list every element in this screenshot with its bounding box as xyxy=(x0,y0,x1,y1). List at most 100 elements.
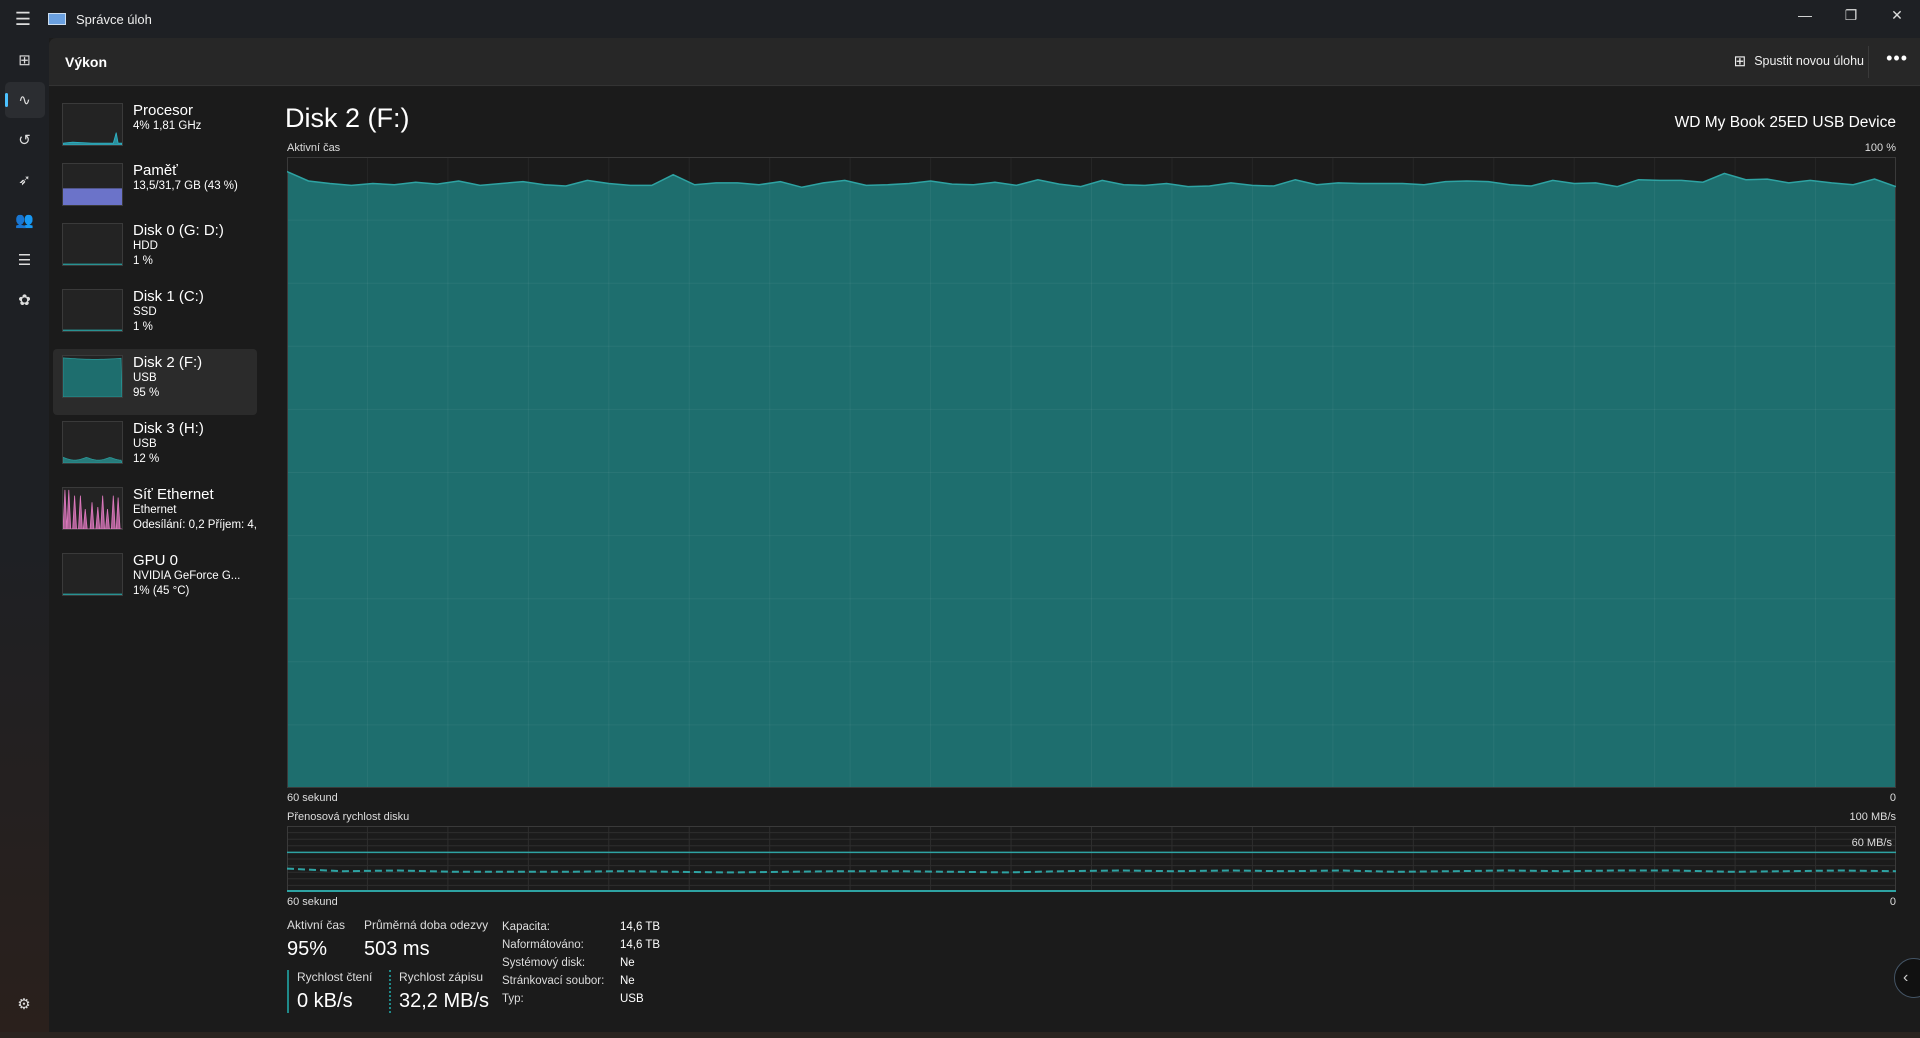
read-speed-value: 0 kB/s xyxy=(297,990,353,1012)
write-speed-line xyxy=(287,867,1896,874)
restore-button[interactable]: ❐ xyxy=(1844,6,1858,23)
transfer-rate-scale-label: 60 MB/s xyxy=(1851,837,1892,849)
services-icon: ✿ xyxy=(18,292,31,309)
window-title: Správce úloh xyxy=(76,11,152,27)
disk-properties: Kapacita: 14,6 TB Naformátováno: 14,6 TB Sys… xyxy=(502,918,660,1008)
active-time-max: 100 % xyxy=(1864,142,1896,154)
sidebar-item-sub1: SSD xyxy=(133,306,157,318)
property-value: 14,6 TB xyxy=(620,921,661,933)
transfer-rate-chart xyxy=(287,826,1896,892)
sidebar-item-name: Disk 3 (H:) xyxy=(133,420,204,437)
sidebar-item-sub1: HDD xyxy=(133,240,158,252)
page-header: Výkon ⊞ Spustit novou úlohu ••• xyxy=(49,38,1920,86)
close-button[interactable]: ✕ xyxy=(1891,6,1903,23)
transfer-rate-label: Přenosová rychlost disku xyxy=(287,811,410,823)
sidebar-item-gpu-0[interactable]: GPU 0 NVIDIA GeForce G... 1% (45 °C) xyxy=(53,547,257,613)
disk-model: WD My Book 25ED USB Device xyxy=(1674,114,1896,131)
chevron-left-icon: ‹ xyxy=(1903,969,1909,986)
thumbnail-graph xyxy=(63,489,122,529)
property-value: 14,6 TB xyxy=(620,939,661,951)
nav-details[interactable]: ☰ xyxy=(5,242,45,278)
active-time-x-min: 0 xyxy=(1889,792,1896,804)
run-new-task-label: Spustit novou úlohu xyxy=(1754,54,1864,68)
sidebar-item-procesor[interactable]: Procesor 4% 1,81 GHz xyxy=(53,97,257,157)
nav-performance[interactable]: ∿ xyxy=(4,82,45,118)
sidebar-item-sub1: USB xyxy=(133,372,157,384)
sidebar-item-disk-1-c-[interactable]: Disk 1 (C:) SSD 1 % xyxy=(53,283,257,349)
property-value: USB xyxy=(620,993,644,1005)
sidebar-thumbnail xyxy=(62,487,123,530)
sidebar-item-sub1: USB xyxy=(133,438,157,450)
startup-apps-icon: ➶ xyxy=(18,172,31,189)
sidebar-item-sub2: 1 % xyxy=(133,255,153,267)
disk-title: Disk 2 (F:) xyxy=(285,103,410,133)
nav-rail: ⊞ ∿ ↺ ➶ 👥 ☰ ✿ ⚙ xyxy=(0,38,49,1038)
sidebar-item-sub1: Ethernet xyxy=(133,504,177,516)
nav-startup-apps[interactable]: ➶ xyxy=(5,162,45,198)
collapse-panel-button[interactable]: ‹ xyxy=(1894,958,1920,998)
performance-icon: ∿ xyxy=(18,92,31,109)
read-speed-stat: Rychlost čtení 0 kB/s xyxy=(287,970,372,1013)
property-value: Ne xyxy=(620,957,635,969)
sidebar-item-sub2: 1 % xyxy=(133,321,153,333)
thumbnail-graph xyxy=(63,329,122,331)
property-row: Typ: USB xyxy=(502,990,660,1008)
property-row: Naformátováno: 14,6 TB xyxy=(502,936,660,954)
settings-icon[interactable]: ⚙ xyxy=(17,996,31,1013)
sidebar-item-name: Paměť xyxy=(133,162,178,179)
sidebar-item-sub2: 12 % xyxy=(133,453,160,465)
chart-border xyxy=(287,157,1896,788)
app-history-icon: ↺ xyxy=(18,132,31,149)
users-icon: 👥 xyxy=(15,212,34,229)
sidebar-item-disk-2-f-[interactable]: Disk 2 (F:) USB 95 % xyxy=(53,349,257,415)
sidebar-thumbnail xyxy=(62,553,123,596)
thumbnail-graph xyxy=(63,357,122,397)
new-task-icon: ⊞ xyxy=(1733,53,1747,70)
read-speed-label: Rychlost čtení xyxy=(297,970,373,984)
sidebar-item-sub1: 4% 1,81 GHz xyxy=(133,120,202,132)
active-time-line xyxy=(287,170,1896,189)
transfer-rate-max: 100 MB/s xyxy=(1849,811,1896,823)
property-label: Typ: xyxy=(502,993,524,1005)
sidebar-item-sub2: 95 % xyxy=(133,387,160,399)
transfer-rate-x-label: 60 sekund xyxy=(287,896,338,908)
write-speed-stat: Rychlost zápisu 32,2 MB/s xyxy=(389,970,489,1013)
hamburger-menu-icon[interactable]: ☰ xyxy=(14,8,32,29)
sidebar-item-sub2: Odesílání: 0,2 Příjem: 4, xyxy=(133,519,258,531)
property-label: Systémový disk: xyxy=(502,957,586,969)
sidebar-item-sub1: 13,5/31,7 GB (43 %) xyxy=(133,180,238,192)
sidebar-item-disk-3-h-[interactable]: Disk 3 (H:) USB 12 % xyxy=(53,415,257,481)
property-label: Naformátováno: xyxy=(502,939,584,951)
sidebar-item-name: Disk 0 (G: D:) xyxy=(133,222,224,239)
more-options-button[interactable]: ••• xyxy=(1886,48,1908,68)
processes-icon: ⊞ xyxy=(18,52,31,69)
active-time-stat: Aktivní čas 95% xyxy=(287,918,345,961)
property-row: Kapacita: 14,6 TB xyxy=(502,918,660,936)
response-time-stat: Průměrná doba odezvy 503 ms xyxy=(364,918,488,961)
sidebar-item-pam-[interactable]: Paměť 13,5/31,7 GB (43 %) xyxy=(53,157,257,217)
property-row: Systémový disk: Ne xyxy=(502,954,660,972)
thumbnail-graph xyxy=(63,132,122,145)
details-icon: ☰ xyxy=(17,252,32,269)
active-time-stat-value: 95% xyxy=(287,938,328,960)
nav-users[interactable]: 👥 xyxy=(5,202,45,238)
nav-processes[interactable]: ⊞ xyxy=(5,42,45,78)
active-time-area xyxy=(287,171,1896,788)
active-time-label: Aktivní čas xyxy=(287,142,341,154)
run-new-task-button[interactable]: ⊞ Spustit novou úlohu xyxy=(1734,52,1864,70)
transfer-rate-x-min: 0 xyxy=(1889,896,1896,908)
resource-list: Procesor 4% 1,81 GHz Paměť 13,5/31,7 GB (43… xyxy=(53,97,257,613)
write-speed-value: 32,2 MB/s xyxy=(399,990,490,1012)
task-manager-app-icon xyxy=(48,13,66,25)
sidebar-item-s-ethernet[interactable]: Síť Ethernet Ethernet Odesílání: 0,2 Příje… xyxy=(53,481,257,547)
thumbnail-graph xyxy=(63,263,122,265)
property-row: Stránkovací soubor: Ne xyxy=(502,972,660,990)
minimize-button[interactable]: — xyxy=(1798,7,1812,23)
active-time-x-label: 60 sekund xyxy=(287,792,338,804)
nav-app-history[interactable]: ↺ xyxy=(5,122,45,158)
nav-services[interactable]: ✿ xyxy=(5,282,45,318)
sidebar-item-name: Disk 1 (C:) xyxy=(133,288,204,305)
thumbnail-graph xyxy=(63,593,122,595)
taskbar-edge xyxy=(0,1032,1920,1038)
sidebar-item-disk-0-g-d-[interactable]: Disk 0 (G: D:) HDD 1 % xyxy=(53,217,257,283)
